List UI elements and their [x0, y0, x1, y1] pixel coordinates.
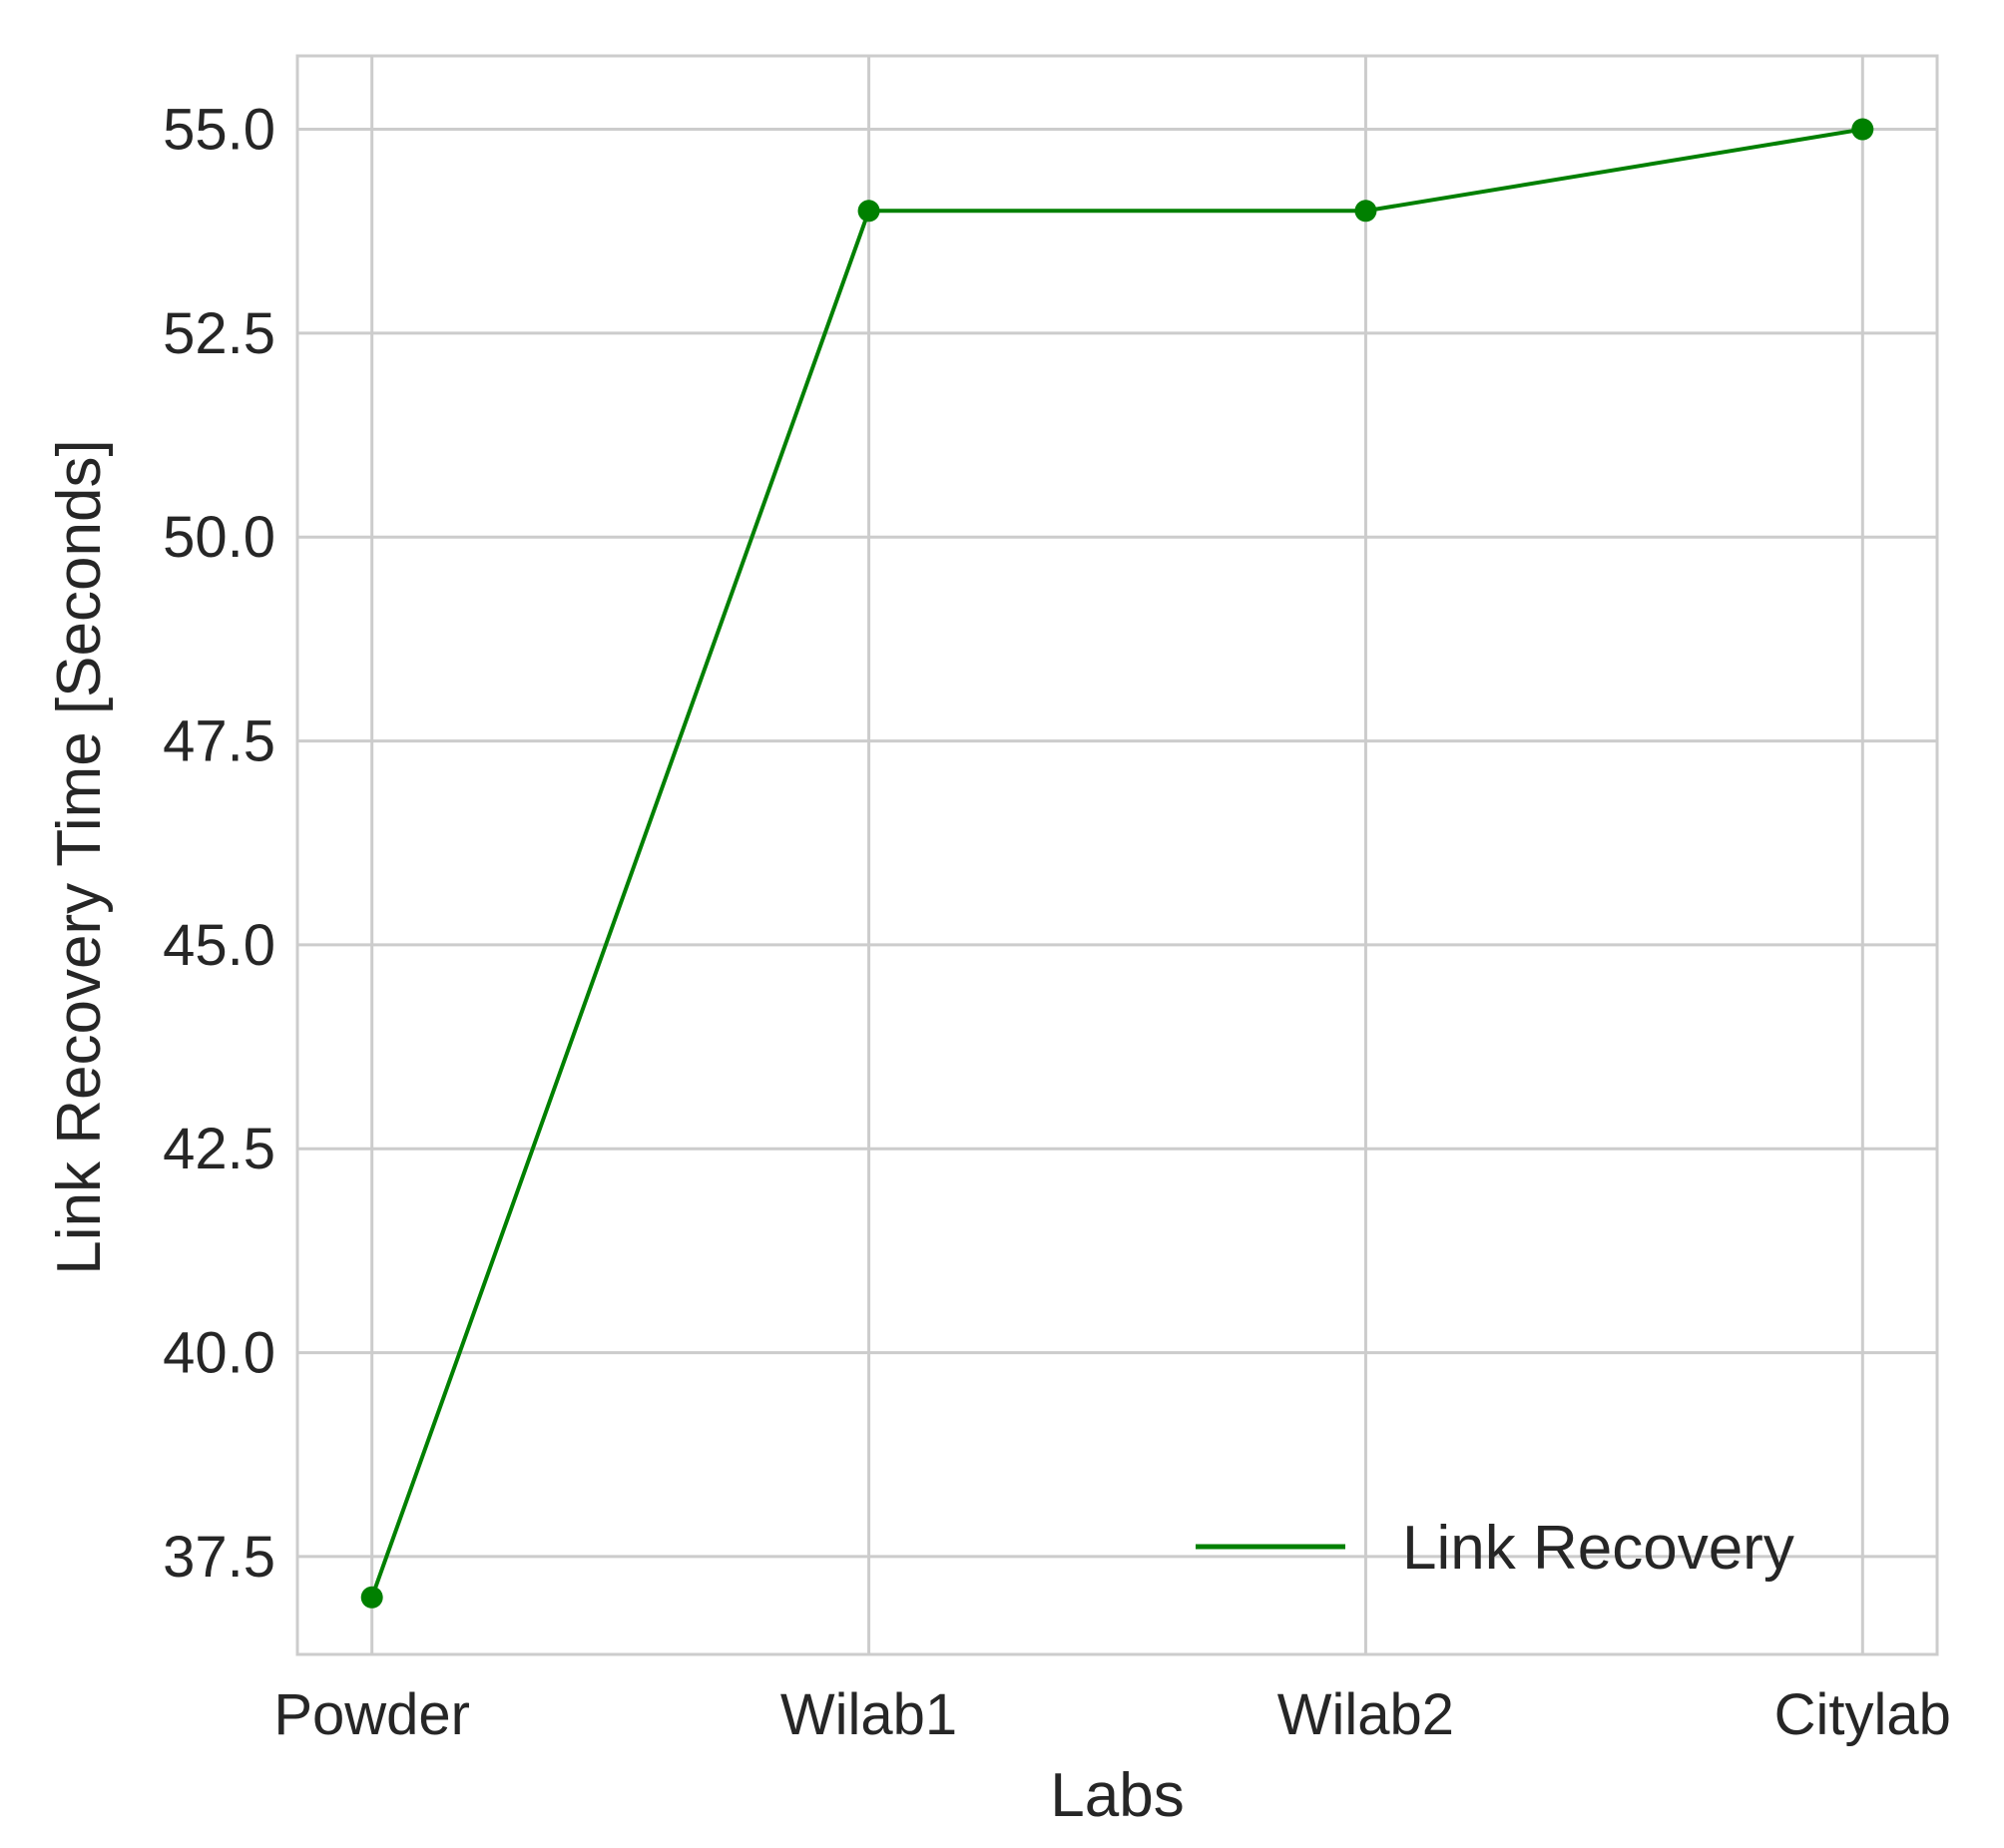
- y-axis-label: Link Recovery Time [Seconds]: [45, 439, 114, 1274]
- y-tick-label: 40.0: [163, 1321, 275, 1386]
- data-point: [1354, 200, 1377, 223]
- y-tick-label: 52.5: [163, 301, 275, 366]
- y-tick-label: 45.0: [163, 913, 275, 978]
- data-point: [857, 200, 880, 223]
- x-axis-label: Labs: [1050, 1761, 1184, 1830]
- legend: Link Recovery: [1196, 1514, 1794, 1583]
- plot-frame: [295, 54, 1939, 1656]
- x-tick-labels: Powder Wilab1 Wilab2 Citylab: [273, 1682, 1951, 1747]
- y-tick-labels: 37.5 40.0 42.5 45.0 47.5 50.0 52.5 55.0: [163, 98, 275, 1590]
- x-tick-label: Powder: [273, 1682, 470, 1747]
- x-tick-label: Wilab2: [1277, 1682, 1454, 1747]
- grid-lines: [297, 56, 1937, 1654]
- series-layer: [360, 118, 1874, 1609]
- data-point: [1851, 118, 1874, 141]
- y-tick-label: 37.5: [163, 1525, 275, 1590]
- x-tick-label: Citylab: [1774, 1682, 1951, 1747]
- data-point: [360, 1586, 383, 1609]
- legend-label: Link Recovery: [1402, 1514, 1794, 1583]
- x-tick-label: Wilab1: [780, 1682, 957, 1747]
- series-line: [369, 127, 1863, 1599]
- y-tick-label: 47.5: [163, 709, 275, 774]
- y-tick-label: 42.5: [163, 1117, 275, 1181]
- y-tick-label: 55.0: [163, 98, 275, 163]
- y-tick-label: 50.0: [163, 505, 275, 570]
